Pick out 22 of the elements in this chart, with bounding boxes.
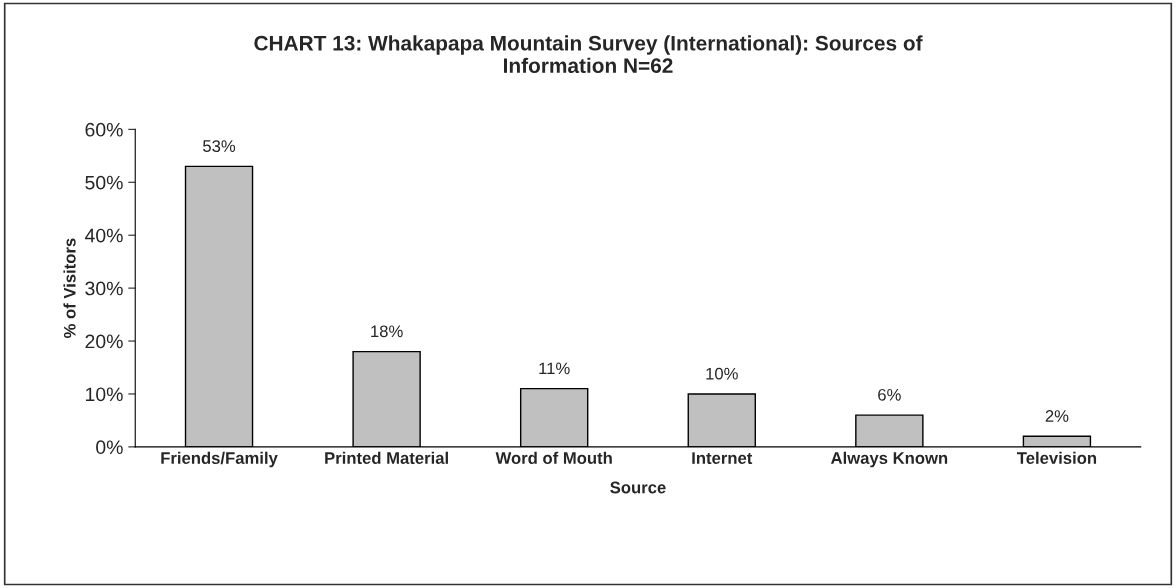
- data-label: 53%: [203, 140, 236, 152]
- y-tick-label: 20%: [85, 334, 123, 349]
- y-tick-label: 0%: [96, 440, 123, 455]
- y-tick-label: 10%: [86, 387, 123, 402]
- x-tick-label: Internet: [692, 452, 753, 464]
- data-label: 2%: [1045, 410, 1069, 422]
- data-label: 11%: [539, 362, 570, 375]
- x-tick-label: Printed Material: [325, 451, 448, 464]
- x-tick-label: Friends/Family: [161, 451, 278, 468]
- x-tick-label: Always Known: [830, 451, 948, 468]
- y-tick-label: 50%: [85, 175, 123, 190]
- x-tick-label: Television: [1016, 451, 1097, 464]
- data-label: 10%: [706, 367, 738, 380]
- x-tick-label: Word of Mouth: [495, 451, 612, 464]
- y-tick-label: 30%: [85, 281, 123, 296]
- y-tick-label: 40%: [84, 228, 123, 243]
- y-tick-label: 60%: [85, 122, 123, 137]
- chart-title: CHART 13: Whakapapa Mountain Survey (International): Sources of Information N=62: [254, 35, 923, 74]
- data-label: 18%: [371, 325, 403, 338]
- y-axis-title: % of Visitors: [63, 238, 76, 339]
- x-axis-title: Source: [610, 481, 666, 494]
- data-label: 6%: [878, 388, 901, 401]
